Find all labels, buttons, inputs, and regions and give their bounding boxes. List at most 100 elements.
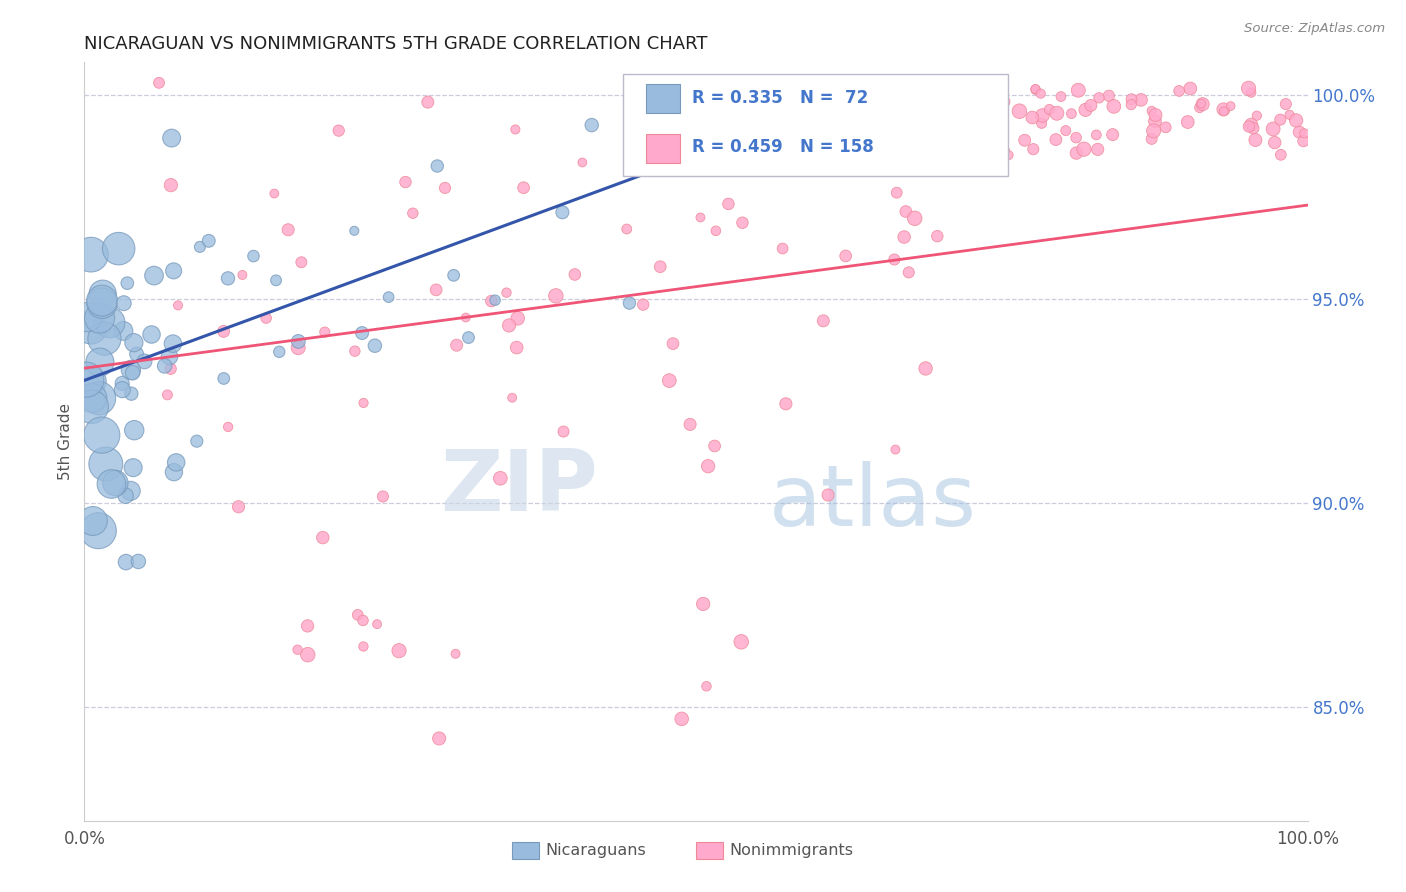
Point [512, 180, 534, 194]
Point [1212, 103, 1234, 117]
Point [254, 311, 277, 326]
Point [1067, 83, 1090, 97]
Point [894, 204, 917, 219]
Point [228, 500, 250, 514]
Point [94, 457, 117, 471]
Point [1066, 146, 1088, 161]
Point [1278, 108, 1301, 122]
Point [1177, 115, 1199, 129]
Point [972, 143, 994, 157]
Point [188, 240, 211, 254]
Point [263, 186, 285, 201]
Point [775, 397, 797, 411]
Point [352, 614, 374, 628]
Point [1064, 130, 1087, 145]
Point [1241, 121, 1264, 136]
Point [884, 442, 907, 457]
Point [1080, 98, 1102, 112]
Point [1073, 142, 1095, 156]
Point [959, 116, 981, 130]
Point [988, 103, 1011, 117]
Point [120, 363, 142, 377]
Point [813, 314, 835, 328]
Point [1288, 125, 1310, 139]
Point [197, 234, 219, 248]
Point [100, 477, 122, 491]
Point [1270, 112, 1292, 127]
Point [1101, 128, 1123, 142]
Point [90, 428, 112, 442]
FancyBboxPatch shape [623, 74, 1008, 177]
Point [1102, 99, 1125, 113]
Point [875, 161, 897, 175]
Point [104, 475, 127, 490]
Point [159, 350, 181, 364]
Point [679, 417, 702, 432]
Point [1085, 128, 1108, 142]
Point [1140, 103, 1163, 118]
Point [831, 159, 853, 173]
Point [82, 391, 104, 405]
Point [1031, 108, 1053, 122]
Point [1140, 132, 1163, 146]
Point [89, 355, 111, 369]
Point [505, 122, 527, 136]
Point [1008, 104, 1031, 119]
Point [619, 296, 641, 310]
Point [162, 264, 184, 278]
Point [697, 459, 720, 474]
Point [1275, 97, 1298, 112]
Point [1038, 103, 1060, 117]
Point [82, 514, 104, 528]
Point [886, 186, 908, 200]
Point [312, 531, 335, 545]
Point [1121, 97, 1143, 112]
Text: ZIP: ZIP [440, 445, 598, 529]
Point [89, 311, 111, 326]
Point [1031, 116, 1053, 130]
Point [217, 420, 239, 434]
Point [364, 339, 387, 353]
Point [416, 95, 439, 109]
Point [1054, 123, 1077, 137]
Point [1024, 82, 1046, 96]
Point [1212, 104, 1234, 119]
Point [893, 230, 915, 244]
Text: NICARAGUAN VS NONIMMIGRANTS 5TH GRADE CORRELATION CHART: NICARAGUAN VS NONIMMIGRANTS 5TH GRADE CO… [84, 35, 707, 53]
Point [571, 155, 593, 169]
Point [346, 607, 368, 622]
Point [1292, 134, 1315, 148]
Point [581, 118, 603, 132]
Point [765, 159, 787, 173]
Point [664, 158, 686, 172]
Point [366, 617, 388, 632]
Point [498, 318, 520, 333]
Point [269, 344, 291, 359]
Point [444, 647, 467, 661]
Text: Nicaraguans: Nicaraguans [546, 843, 647, 858]
Point [91, 293, 114, 308]
Point [87, 391, 110, 405]
Point [98, 316, 121, 330]
Point [834, 249, 856, 263]
Point [343, 224, 366, 238]
Point [143, 268, 166, 283]
Point [692, 597, 714, 611]
Point [353, 396, 375, 410]
Point [505, 341, 527, 355]
Point [856, 76, 879, 90]
Point [290, 255, 312, 269]
Point [217, 271, 239, 285]
Point [75, 373, 97, 387]
Point [1168, 84, 1191, 98]
Point [91, 296, 114, 310]
Point [93, 332, 115, 346]
Point [388, 643, 411, 657]
Point [352, 326, 374, 340]
Point [1074, 103, 1097, 117]
Point [446, 338, 468, 352]
Point [1144, 108, 1167, 122]
Point [479, 294, 502, 309]
Point [1240, 86, 1263, 100]
Point [904, 211, 927, 226]
